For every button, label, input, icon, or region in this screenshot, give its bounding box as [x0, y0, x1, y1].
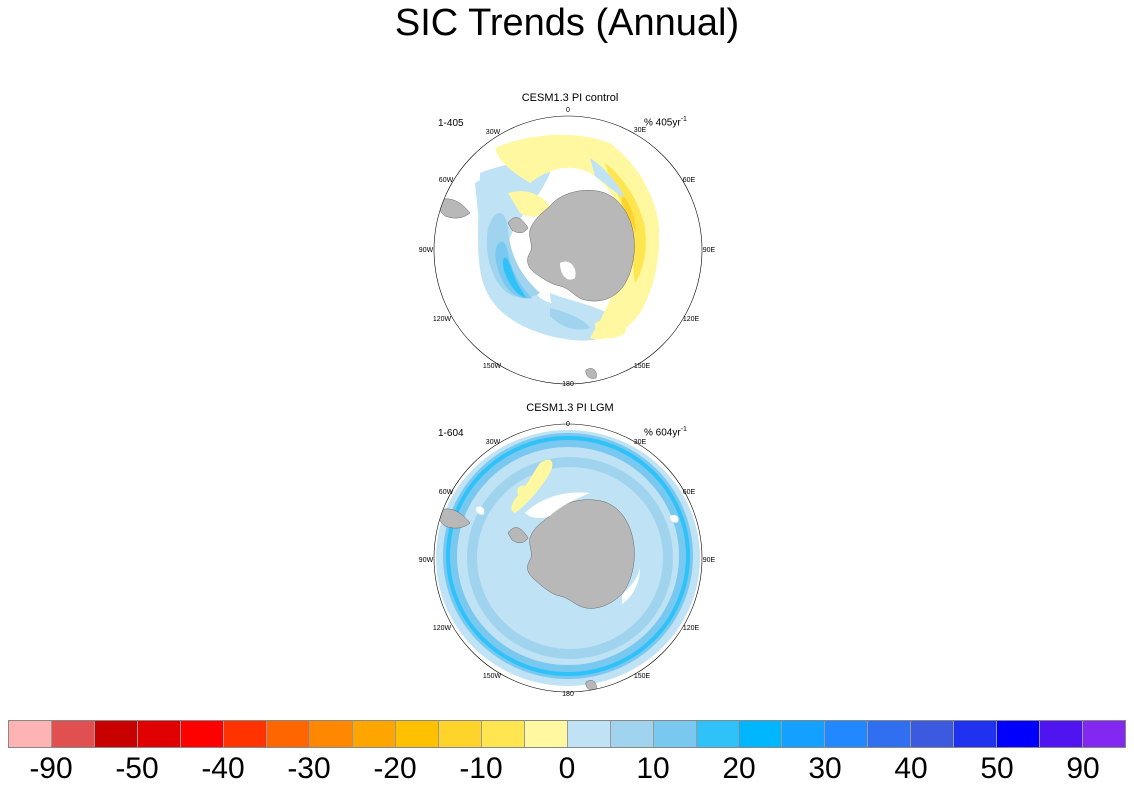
colorbar-box-0	[9, 721, 52, 747]
colorbar-box-16	[696, 721, 740, 747]
lon-label-90w: 90W	[419, 247, 434, 254]
lon-label-0: 0	[566, 421, 570, 428]
colorbar-box-8	[352, 721, 396, 747]
polar-map-pi-control: 0 30E 60E 90E 120E 150E 180 150W 120W 90…	[419, 107, 716, 388]
lon-label-90e: 90E	[703, 247, 716, 254]
colorbar-box-21	[911, 721, 955, 747]
colorbar-box-1	[51, 721, 95, 747]
panel-units-label: % 405yr-1	[644, 116, 687, 129]
colorbar-box-7	[309, 721, 353, 747]
lon-label-150e: 150E	[634, 363, 651, 370]
colorbar-box-22	[954, 721, 998, 747]
colorbar-box-18	[782, 721, 826, 747]
map-panel-lgm: CESM1.3 PI LGM 1-604 % 604yr-1	[400, 398, 740, 708]
colorbar-box-13	[567, 721, 611, 747]
lon-label-120w: 120W	[433, 316, 452, 323]
lon-label-60e: 60E	[683, 177, 696, 184]
lon-label-120e: 120E	[683, 625, 700, 632]
antarctica-landmass	[527, 499, 635, 609]
lon-label-30w: 30W	[486, 129, 501, 136]
lon-label-120e: 120E	[683, 316, 700, 323]
polar-map-lgm: 0 30E 60E 90E 120E 150E 180 150W 120W 90…	[419, 421, 716, 698]
map-boundary-circle	[433, 115, 703, 385]
lon-label-60w: 60W	[439, 489, 454, 496]
panel-title: CESM1.3 PI control	[521, 92, 619, 104]
antarctica-landmass	[527, 190, 635, 302]
sic-trend-negative-region	[511, 459, 553, 513]
lon-label-150w: 150W	[483, 673, 502, 680]
lon-label-180: 180	[562, 381, 574, 388]
lon-label-180: 180	[562, 691, 574, 698]
lon-label-30w: 30W	[486, 439, 501, 446]
lon-label-60w: 60W	[439, 177, 454, 184]
lon-label-30e: 30E	[634, 127, 647, 134]
colorbar-box-14	[610, 721, 654, 747]
colorbar-box-23	[997, 721, 1041, 747]
panel-period-label: 1-604	[438, 428, 464, 439]
colorbar-box-2	[94, 721, 138, 747]
lon-label-120w: 120W	[433, 625, 452, 632]
sic-trend-positive-region	[477, 161, 615, 341]
colorbar-box-12	[524, 721, 568, 747]
colorbar-box-4	[180, 721, 224, 747]
colorbar-tick-label: -10	[459, 752, 503, 785]
lon-label-60e: 60E	[683, 489, 696, 496]
colorbar-box-11	[481, 721, 525, 747]
colorbar-tick-label: -40	[201, 752, 245, 785]
lon-label-30e: 30E	[634, 439, 647, 446]
lon-label-150e: 150E	[634, 673, 651, 680]
lon-label-90w: 90W	[419, 557, 434, 564]
colorbar-tick-label: 0	[558, 752, 576, 785]
colorbar-tick-label: -90	[29, 752, 73, 785]
colorbar-box-9	[395, 721, 439, 747]
colorbar-tick-label: 40	[894, 752, 928, 785]
map-panel-pi-control: CESM1.3 PI control 1-405 % 405yr-1	[400, 88, 740, 398]
colorbar-box-3	[137, 721, 181, 747]
lon-label-0: 0	[566, 107, 570, 114]
colorbar	[8, 720, 1126, 748]
figure-title: SIC Trends (Annual)	[394, 2, 740, 44]
panel-title: CESM1.3 PI LGM	[526, 402, 614, 414]
colorbar-labels: -90 -50 -40 -30 -20 -10 0 10 20 30 40 50 90	[8, 752, 1126, 788]
map-boundary-circle	[433, 423, 703, 693]
panel-units-label: % 604yr-1	[644, 426, 687, 439]
colorbar-tick-label: 50	[980, 752, 1014, 785]
lon-label-150w: 150W	[483, 363, 502, 370]
colorbar-box-20	[868, 721, 912, 747]
colorbar-box-15	[653, 721, 697, 747]
colorbar-box-17	[739, 721, 783, 747]
colorbar-box-24	[1040, 721, 1084, 747]
colorbar-box-6	[266, 721, 310, 747]
lon-label-90e: 90E	[703, 557, 716, 564]
colorbar-tick-label: 90	[1066, 752, 1100, 785]
colorbar-box-25	[1083, 721, 1126, 747]
colorbar-tick-label: 10	[636, 752, 670, 785]
colorbar-box-5	[223, 721, 267, 747]
colorbar-tick-label: -30	[287, 752, 331, 785]
colorbar-box-19	[825, 721, 869, 747]
colorbar-box-10	[438, 721, 482, 747]
colorbar-tick-label: 20	[722, 752, 756, 785]
colorbar-tick-label: -50	[115, 752, 159, 785]
colorbar-tick-label: 30	[808, 752, 842, 785]
colorbar-tick-label: -20	[373, 752, 417, 785]
panel-period-label: 1-405	[438, 118, 464, 129]
